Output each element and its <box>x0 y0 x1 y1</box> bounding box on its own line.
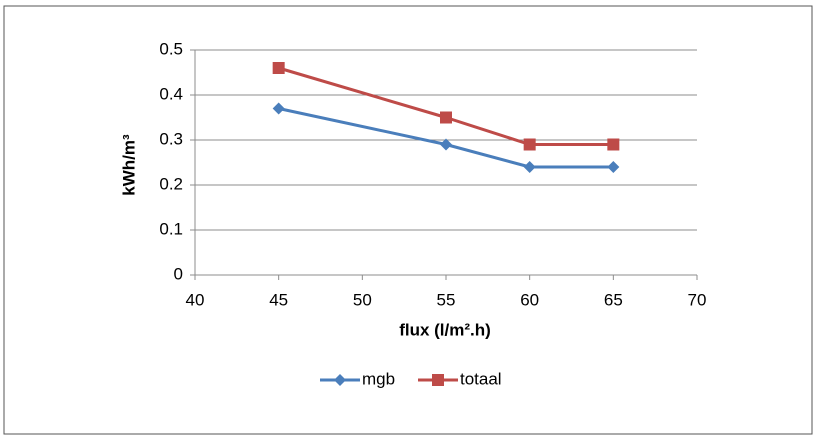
y-tick-label: 0.3 <box>159 129 183 148</box>
y-tick-label: 0.5 <box>159 39 183 58</box>
marker <box>523 161 536 173</box>
y-tick-label: 0.2 <box>159 174 183 193</box>
y-tick-label: 0 <box>174 264 183 283</box>
x-tick-label: 70 <box>688 290 707 309</box>
x-tick-label: 50 <box>353 290 372 309</box>
y-tick-label: 0.1 <box>159 219 183 238</box>
x-tick-label: 60 <box>520 290 539 309</box>
x-tick-label: 65 <box>604 290 623 309</box>
marker <box>272 102 285 115</box>
legend-label: mgb <box>362 369 395 388</box>
y-axis-label: kWh/m³ <box>119 134 138 196</box>
legend-marker <box>432 374 444 386</box>
marker <box>607 161 620 173</box>
marker <box>523 138 536 151</box>
x-tick-label: 55 <box>437 290 456 309</box>
marker <box>272 62 285 74</box>
legend-marker <box>334 374 346 386</box>
series-line <box>278 66 614 146</box>
marker <box>440 138 452 151</box>
marker <box>440 111 452 124</box>
chart-frame <box>3 5 813 435</box>
series-line <box>278 107 614 169</box>
x-tick-label: 45 <box>269 290 288 309</box>
marker <box>607 138 620 151</box>
x-tick-label: 40 <box>186 290 205 309</box>
legend-label: totaal <box>460 369 502 388</box>
x-axis-label: flux (l/m².h) <box>399 320 491 339</box>
y-tick-label: 0.4 <box>159 84 183 103</box>
